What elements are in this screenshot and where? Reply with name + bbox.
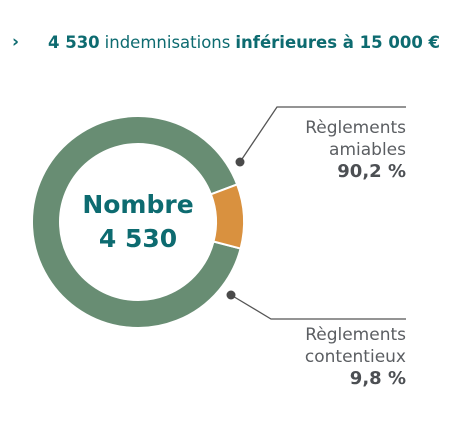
headline-text: indemnisations <box>104 32 231 52</box>
amiables-leader-dot <box>235 157 245 167</box>
headline: › 4 530 indemnisations inférieures à 15 … <box>12 30 440 54</box>
center-title: Nombre <box>82 190 194 219</box>
slice-contentieux <box>209 183 245 250</box>
callout-amiables-line2: amiables <box>329 140 406 160</box>
headline-emphasis: inférieures à 15 000 € <box>235 32 441 52</box>
amiables-leader-line <box>239 106 406 163</box>
callout-contentieux-line2: contentieux <box>304 347 406 367</box>
headline-count: 4 530 <box>48 32 100 52</box>
donut-center-label: Nombre 4 530 <box>66 188 210 256</box>
slice-amiables <box>31 115 242 329</box>
contentieux-leader-line <box>230 294 406 320</box>
callout-amiables-line1: Règlements <box>305 118 406 138</box>
callout-contentieux-percent: 9,8 % <box>349 368 406 389</box>
center-value: 4 530 <box>98 224 178 253</box>
chevron-right-icon: › <box>12 32 20 52</box>
callout-contentieux: Règlements contentieux 9,8 % <box>305 324 406 390</box>
callout-contentieux-line1: Règlements <box>305 325 406 345</box>
callout-amiables-percent: 90,2 % <box>337 161 406 182</box>
contentieux-leader-dot <box>226 290 236 300</box>
callout-amiables: Règlements amiables 90,2 % <box>305 117 406 183</box>
